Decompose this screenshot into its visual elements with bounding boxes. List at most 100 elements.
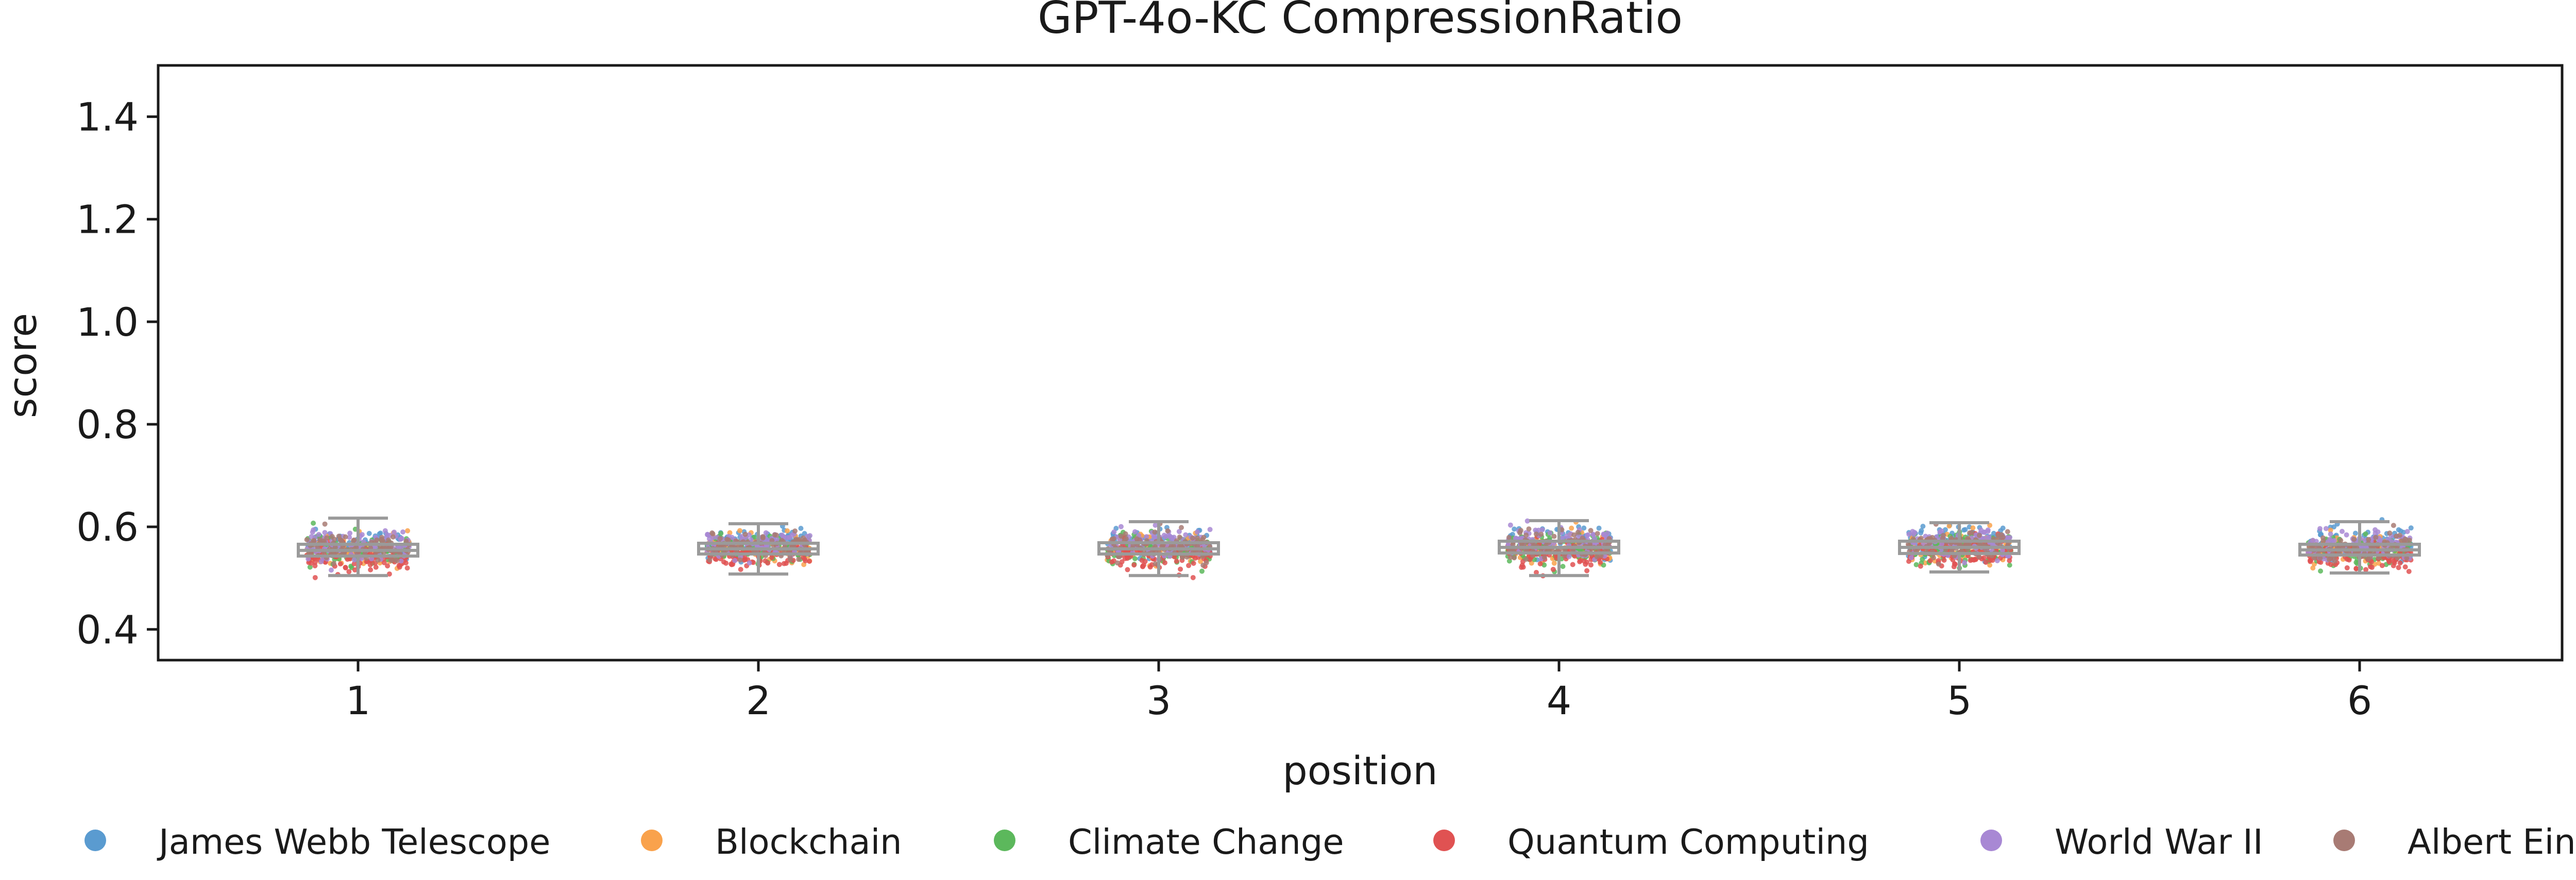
data-point bbox=[2397, 560, 2403, 566]
data-point bbox=[2404, 529, 2410, 534]
data-point bbox=[742, 531, 748, 537]
data-point bbox=[2372, 527, 2378, 532]
data-point bbox=[1919, 528, 1924, 533]
data-point bbox=[2379, 563, 2385, 568]
data-point bbox=[2317, 526, 2323, 531]
data-point bbox=[1581, 558, 1587, 564]
data-point bbox=[1962, 560, 1968, 565]
legend-label: Albert Einstein bbox=[2408, 822, 2576, 862]
data-point bbox=[2344, 565, 2350, 571]
data-point bbox=[1991, 530, 1996, 536]
data-point bbox=[2406, 538, 2412, 543]
data-point bbox=[747, 560, 752, 566]
data-point bbox=[1584, 568, 1590, 574]
data-point bbox=[1140, 563, 1145, 569]
data-point bbox=[717, 536, 723, 541]
data-point bbox=[1580, 536, 1585, 541]
data-point bbox=[2373, 534, 2379, 540]
data-point bbox=[738, 566, 743, 572]
data-point bbox=[726, 537, 731, 543]
data-point bbox=[1190, 575, 1196, 580]
data-point bbox=[732, 558, 738, 563]
data-point bbox=[765, 560, 771, 566]
data-point bbox=[1541, 562, 1547, 568]
data-point bbox=[1123, 536, 1129, 542]
data-point bbox=[1920, 524, 1926, 529]
data-point bbox=[2387, 530, 2393, 536]
data-point bbox=[2366, 556, 2371, 562]
data-point bbox=[2344, 557, 2350, 562]
data-point bbox=[2310, 565, 2316, 571]
data-point bbox=[343, 564, 348, 570]
box-plot bbox=[1498, 519, 1620, 577]
data-point bbox=[1159, 543, 1165, 549]
data-point bbox=[705, 531, 710, 537]
legend-item: Blockchain bbox=[641, 822, 902, 862]
data-point bbox=[1598, 560, 1603, 565]
data-point bbox=[1131, 562, 1137, 568]
data-point bbox=[322, 530, 328, 536]
data-point bbox=[2404, 555, 2410, 561]
chart-title: GPT-4o-KC CompressionRatio bbox=[1038, 0, 1683, 44]
data-point bbox=[366, 531, 372, 536]
data-point bbox=[352, 567, 358, 573]
data-point bbox=[351, 538, 357, 544]
data-point bbox=[1180, 555, 1185, 560]
data-point bbox=[2391, 523, 2396, 528]
data-point bbox=[1581, 525, 1587, 531]
data-point bbox=[788, 557, 793, 562]
data-point bbox=[1990, 558, 1995, 563]
data-point bbox=[1179, 525, 1184, 530]
data-point bbox=[1524, 518, 1530, 524]
data-point bbox=[332, 544, 338, 550]
data-point bbox=[1167, 533, 1173, 539]
data-point bbox=[359, 532, 365, 538]
x-axis-label: position bbox=[1282, 748, 1437, 793]
data-point bbox=[1184, 554, 1190, 560]
data-point bbox=[707, 557, 713, 563]
legend-item: Quantum Computing bbox=[1433, 822, 1869, 862]
data-point bbox=[2402, 564, 2408, 570]
y-tick-label: 0.6 bbox=[76, 504, 139, 550]
data-point bbox=[394, 558, 400, 563]
data-point bbox=[2318, 568, 2324, 574]
data-point bbox=[1999, 547, 2005, 553]
x-tick-label: 4 bbox=[1547, 678, 1571, 723]
data-point bbox=[1594, 554, 1600, 560]
box-plot bbox=[2298, 520, 2421, 575]
data-point bbox=[1151, 534, 1157, 540]
data-point bbox=[382, 528, 388, 533]
y-tick-label: 1.4 bbox=[76, 94, 139, 140]
data-point bbox=[1987, 562, 1993, 568]
data-point bbox=[1929, 534, 1935, 540]
data-point bbox=[1951, 564, 1957, 570]
data-point bbox=[1551, 533, 1557, 539]
data-point bbox=[1596, 525, 1602, 531]
data-point bbox=[1920, 557, 1925, 562]
data-point bbox=[1539, 527, 1545, 532]
legend-label: James Webb Telescope bbox=[157, 822, 551, 862]
data-point bbox=[398, 558, 404, 564]
box-plot bbox=[1097, 520, 1220, 577]
data-point bbox=[713, 556, 718, 562]
data-point bbox=[2005, 529, 2010, 534]
data-point bbox=[1986, 534, 1992, 540]
data-point bbox=[390, 534, 396, 540]
data-point bbox=[1560, 536, 1565, 541]
data-point bbox=[345, 557, 350, 562]
data-point bbox=[1946, 523, 1952, 529]
data-point bbox=[1506, 534, 1512, 540]
data-point bbox=[1913, 562, 1919, 567]
data-point bbox=[2363, 531, 2368, 537]
data-point bbox=[307, 564, 313, 570]
legend-marker bbox=[641, 830, 663, 851]
data-point bbox=[1507, 555, 1513, 560]
data-point bbox=[1976, 532, 1982, 538]
data-point bbox=[331, 561, 336, 566]
data-point bbox=[1115, 560, 1121, 566]
data-point bbox=[2332, 558, 2337, 564]
data-point bbox=[1111, 536, 1116, 542]
data-point bbox=[1520, 564, 1526, 570]
data-point bbox=[1198, 559, 1204, 564]
